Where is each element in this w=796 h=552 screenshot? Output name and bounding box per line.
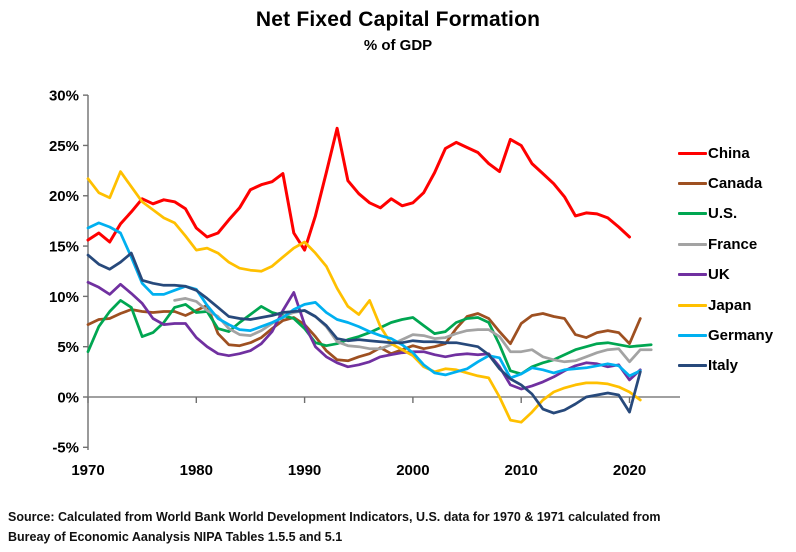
x-tick-label: 2000 xyxy=(396,462,429,479)
x-tick-label: 2010 xyxy=(505,462,538,479)
source-line-2: Bureay of Economic Aanalysis NIPA Tables… xyxy=(8,530,343,544)
series-line-germany xyxy=(86,221,642,380)
series-line-france xyxy=(173,297,653,364)
x-tick-label: 1980 xyxy=(180,462,213,479)
legend-item-germany: Germany xyxy=(678,320,796,350)
legend-item-italy: Italy xyxy=(678,351,796,381)
y-tick-label: -5% xyxy=(52,440,79,457)
legend-label-china: China xyxy=(708,144,750,162)
series-line-italy xyxy=(86,251,642,415)
series-line-uk xyxy=(86,280,642,391)
legend-label-italy: Italy xyxy=(708,357,739,375)
y-tick-label: 30% xyxy=(49,88,79,105)
legend-swatch-canada xyxy=(678,182,707,186)
legend-item-uk: UK xyxy=(678,260,796,290)
legend-label-france: France xyxy=(708,235,758,253)
legend-swatch-us xyxy=(678,212,707,216)
y-tick-label: 25% xyxy=(49,138,79,155)
legend-label-uk: UK xyxy=(708,266,730,284)
legend-swatch-japan xyxy=(678,303,707,307)
chart-subtitle: % of GDP xyxy=(363,37,433,54)
chart-title: Net Fixed Capital Formation xyxy=(255,8,541,31)
legend-label-us: U.S. xyxy=(708,205,738,223)
legend-item-canada: Canada xyxy=(678,168,796,198)
legend-item-japan: Japan xyxy=(678,290,796,320)
legend-label-germany: Germany xyxy=(708,327,774,345)
legend: China Canada U.S. France UK Japan Germany Italy xyxy=(678,138,796,381)
y-tick-label: 5% xyxy=(57,339,79,356)
source-line-1: Source: Calculated from World Bank World… xyxy=(8,510,661,524)
legend-item-china: China xyxy=(678,138,796,168)
source-note: Source: Calculated from World Bank World… xyxy=(8,507,792,547)
series-line-canada xyxy=(86,304,642,363)
y-tick-label: 0% xyxy=(57,389,79,406)
series-line-japan xyxy=(86,170,642,424)
y-tick-label: 15% xyxy=(49,238,79,255)
legend-label-japan: Japan xyxy=(708,296,752,314)
series-line-china xyxy=(86,126,631,252)
legend-swatch-uk xyxy=(678,273,707,277)
legend-item-france: France xyxy=(678,229,796,259)
legend-item-us: U.S. xyxy=(678,199,796,229)
x-tick-label: 1970 xyxy=(71,462,104,479)
x-tick-label: 2020 xyxy=(613,462,646,479)
legend-swatch-france xyxy=(678,242,707,246)
legend-swatch-italy xyxy=(678,364,707,368)
y-tick-label: 10% xyxy=(49,289,79,306)
legend-swatch-china xyxy=(678,151,707,155)
legend-label-canada: Canada xyxy=(708,175,763,193)
legend-swatch-germany xyxy=(678,334,707,338)
x-tick-label: 1990 xyxy=(288,462,321,479)
y-tick-label: 20% xyxy=(49,188,79,205)
